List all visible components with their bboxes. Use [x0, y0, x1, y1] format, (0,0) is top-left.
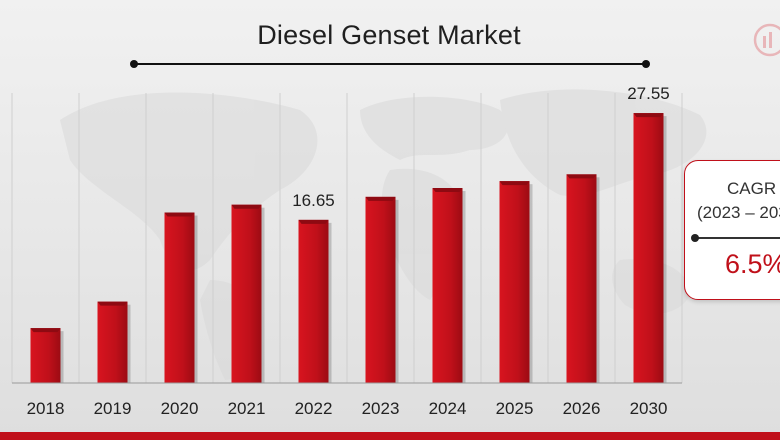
x-tick-label: 2019	[94, 399, 132, 418]
x-tick-label: 2022	[295, 399, 333, 418]
bar-rect	[231, 204, 262, 383]
bar-top-bevel	[30, 328, 61, 333]
bar-rect	[499, 181, 530, 383]
bar-2020	[164, 212, 198, 383]
cagr-label: CAGR	[727, 179, 777, 198]
x-tick-label: 2025	[496, 399, 534, 418]
data-label: 16.65	[292, 191, 335, 210]
footer-accent-bar	[0, 432, 780, 440]
bar-rect	[298, 219, 329, 383]
x-tick-label: 2018	[27, 399, 65, 418]
bar-2022	[298, 219, 332, 383]
bar-top-bevel	[633, 113, 664, 118]
bar-top-bevel	[432, 188, 463, 193]
bar-rect	[97, 301, 128, 383]
bar-rect	[566, 174, 597, 383]
x-tick-label: 2020	[161, 399, 199, 418]
x-tick-label: 2021	[228, 399, 266, 418]
bar-top-bevel	[566, 174, 597, 179]
bar-rect	[633, 113, 664, 383]
bar-top-bevel	[298, 219, 329, 224]
bar-2023	[365, 196, 399, 383]
bar-2021	[231, 204, 265, 383]
bar-top-bevel	[164, 212, 195, 217]
chart-title: Diesel Genset Market	[257, 20, 521, 50]
bar-top-bevel	[365, 196, 396, 201]
x-tick-label: 2030	[630, 399, 668, 418]
x-tick-label: 2024	[429, 399, 467, 418]
data-label: 27.55	[627, 84, 670, 103]
bar-2025	[499, 181, 533, 383]
cagr-divider-dot	[691, 234, 699, 242]
bar-rect	[432, 188, 463, 383]
cagr-period: (2023 – 2032)	[697, 203, 780, 222]
x-tick-label: 2023	[362, 399, 400, 418]
bar-rect	[365, 196, 396, 383]
cagr-divider	[695, 237, 780, 239]
x-tick-label: 2026	[563, 399, 601, 418]
bar-top-bevel	[499, 181, 530, 186]
brand-logo-icon	[753, 23, 780, 57]
cagr-callout: CAGR (2023 – 2032) 6.5%	[684, 160, 780, 300]
bar-2026	[566, 174, 600, 383]
bar-rect	[164, 212, 195, 383]
bar-rect	[30, 328, 61, 383]
bar-2030	[633, 113, 667, 383]
bar-2024	[432, 188, 466, 383]
cagr-value: 6.5%	[725, 249, 780, 279]
bar-2019	[97, 301, 131, 383]
title-underline	[130, 60, 650, 68]
bar-2018	[30, 328, 64, 383]
bar-top-bevel	[97, 301, 128, 306]
bar-top-bevel	[231, 204, 262, 209]
